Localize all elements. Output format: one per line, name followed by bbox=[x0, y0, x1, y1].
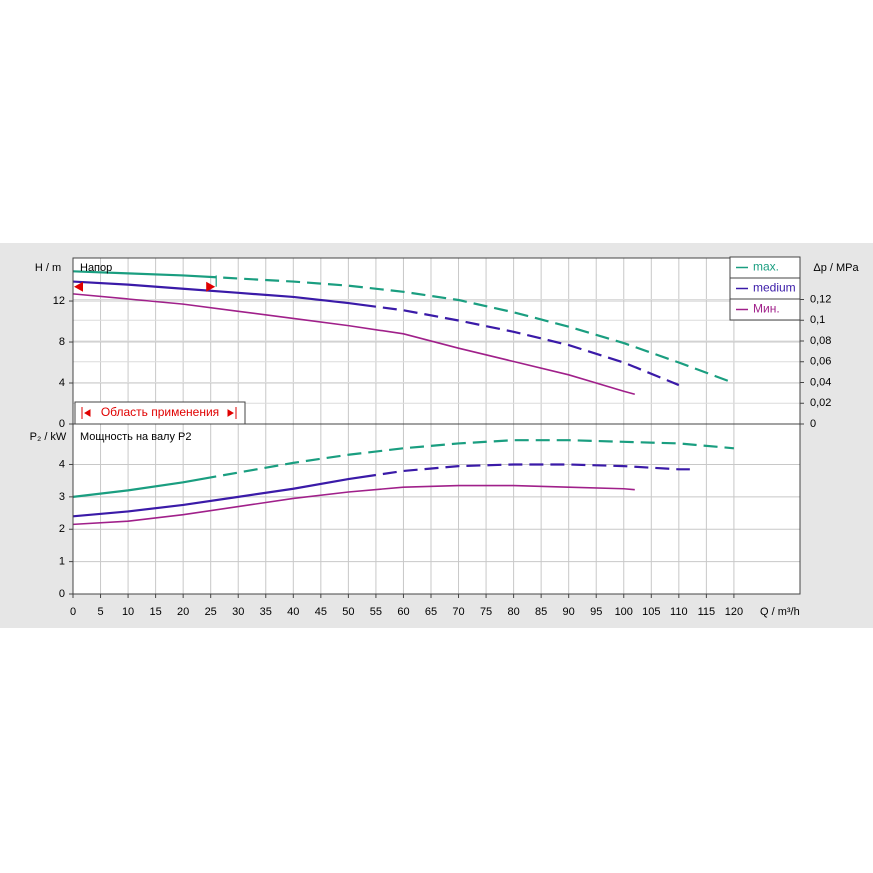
x-tick-label: 45 bbox=[315, 606, 327, 618]
y-tick-label: 4 bbox=[59, 458, 65, 470]
y2-tick-label: 0 bbox=[810, 418, 816, 430]
x-tick-label: 25 bbox=[205, 606, 217, 618]
y2-tick-label: 0,12 bbox=[810, 293, 831, 305]
x-tick-label: 105 bbox=[642, 606, 660, 618]
x-tick-label: 115 bbox=[698, 606, 716, 618]
plot-area bbox=[73, 258, 800, 594]
range-label: Область применения bbox=[101, 405, 219, 419]
legend-label: max. bbox=[753, 260, 779, 274]
y-tick-label: 2 bbox=[59, 523, 65, 535]
y-tick-label: 1 bbox=[59, 556, 65, 568]
x-tick-label: 5 bbox=[97, 606, 103, 618]
x-tick-label: 50 bbox=[342, 606, 354, 618]
legend-box bbox=[729, 298, 801, 321]
range-arrows bbox=[81, 407, 237, 419]
curve bbox=[72, 484, 635, 526]
curve bbox=[72, 270, 735, 385]
x-tick-label: 55 bbox=[370, 606, 382, 618]
y-tick-label: 0 bbox=[59, 588, 65, 600]
y-tick-label: 3 bbox=[59, 491, 65, 503]
plot-frame bbox=[72, 257, 801, 595]
x-tick-label: 0 bbox=[70, 606, 76, 618]
x-tick-label: 80 bbox=[507, 606, 519, 618]
x-tick-label: 20 bbox=[177, 606, 189, 618]
y-tick-label: 12 bbox=[53, 295, 65, 307]
y2-tick-label: 0,06 bbox=[810, 356, 831, 368]
x-tick-label: 100 bbox=[615, 606, 633, 618]
x-tick-label: 95 bbox=[590, 606, 602, 618]
y-tick-label: 8 bbox=[59, 336, 65, 348]
y2-tick-label: 0,04 bbox=[810, 376, 831, 388]
x-tick-label: 35 bbox=[260, 606, 272, 618]
x-tick-label: 120 bbox=[725, 606, 743, 618]
y-tick-label: 4 bbox=[59, 377, 65, 389]
curve bbox=[72, 439, 735, 498]
x-tick-label: 75 bbox=[480, 606, 492, 618]
x-tick-label: 110 bbox=[670, 606, 688, 618]
y2-tick-label: 0,1 bbox=[810, 314, 825, 326]
curve bbox=[72, 463, 690, 518]
x-tick-label: 90 bbox=[563, 606, 575, 618]
range-end bbox=[206, 281, 216, 292]
x-tick-label: 65 bbox=[425, 606, 437, 618]
legend-label: medium bbox=[753, 281, 796, 295]
x-tick-label: 85 bbox=[535, 606, 547, 618]
y-label: H / m bbox=[35, 262, 61, 274]
x-tick-label: 30 bbox=[232, 606, 244, 618]
x-tick-label: 70 bbox=[452, 606, 464, 618]
y2-label: Δp / MPa bbox=[813, 262, 859, 274]
x-tick-label: 60 bbox=[397, 606, 409, 618]
x-tick-label: 15 bbox=[149, 606, 161, 618]
y-label: P₂ / kW bbox=[30, 431, 67, 443]
x-label: Q / m³/h bbox=[760, 606, 800, 618]
y2-tick-label: 0,02 bbox=[810, 397, 831, 409]
range-start bbox=[74, 281, 83, 292]
chart-title: Мощность на валу P2 bbox=[80, 431, 192, 443]
legend-label: Мин. bbox=[753, 302, 780, 316]
chart-title: Напор bbox=[80, 262, 112, 274]
y2-tick-label: 0,08 bbox=[810, 335, 831, 347]
curve bbox=[72, 280, 680, 387]
y-tick-label: 0 bbox=[59, 418, 65, 430]
curve bbox=[72, 293, 635, 396]
x-tick-label: 40 bbox=[287, 606, 299, 618]
range-box bbox=[74, 401, 246, 425]
x-tick-label: 10 bbox=[122, 606, 134, 618]
